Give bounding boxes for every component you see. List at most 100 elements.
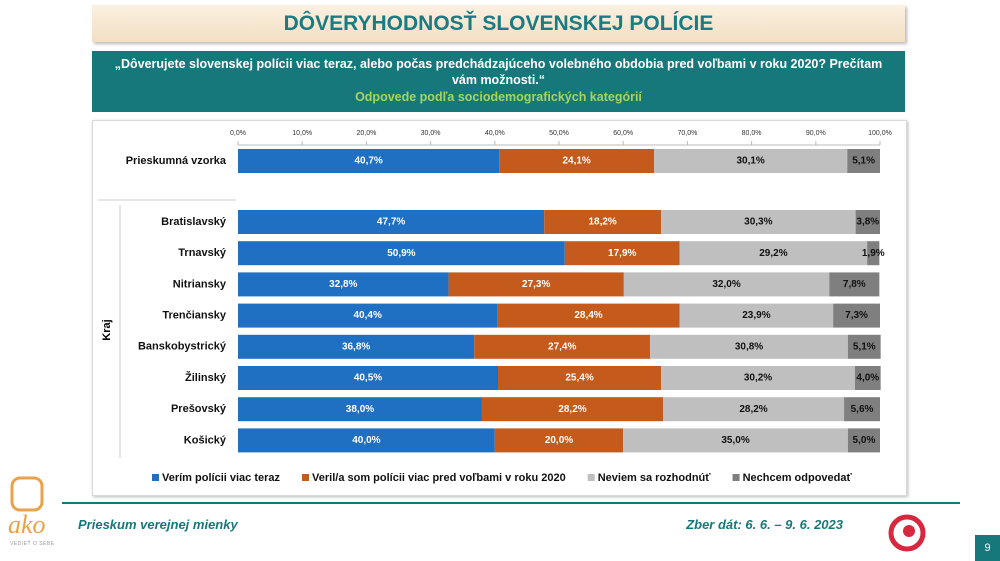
value-label: 38,0% bbox=[346, 404, 374, 415]
footer-right: Zber dát: 6. 6. – 9. 6. 2023 bbox=[686, 517, 843, 532]
value-label: 18,2% bbox=[588, 217, 616, 228]
x-tick-label: 50,0% bbox=[549, 130, 569, 137]
category-label: Trenčiansky bbox=[162, 310, 226, 322]
category-label: Trnavský bbox=[178, 247, 227, 259]
bar-segment bbox=[238, 428, 495, 453]
bar-segment bbox=[623, 272, 830, 297]
value-label: 40,7% bbox=[354, 156, 382, 167]
category-label: Košický bbox=[184, 434, 227, 446]
question-box: „Dôverujete slovenskej polícii viac tera… bbox=[92, 51, 905, 112]
value-label: 27,3% bbox=[522, 279, 550, 290]
bar-segment bbox=[847, 149, 880, 173]
value-label: 5,1% bbox=[852, 156, 875, 167]
legend-label: Verím polícii viac teraz bbox=[162, 472, 281, 484]
page-number: 9 bbox=[975, 535, 1000, 561]
bar-segment bbox=[833, 303, 880, 328]
value-label: 30,3% bbox=[744, 217, 772, 228]
value-label: 1,9% bbox=[862, 248, 885, 259]
value-label: 36,8% bbox=[342, 341, 370, 352]
bar-segment bbox=[679, 303, 834, 328]
value-label: 3,8% bbox=[856, 217, 879, 228]
legend-label: Nechcem odpovedať bbox=[743, 472, 853, 484]
bar-segment bbox=[867, 241, 880, 266]
question: „Dôverujete slovenskej polícii viac tera… bbox=[114, 57, 883, 87]
bar-segment bbox=[238, 241, 565, 266]
bar-segment bbox=[847, 428, 880, 453]
chart: 0,0% 10,0% 20,0% 30,0% 40,0% 50,0% 60,0% 70,0% 8… bbox=[98, 130, 892, 484]
partner-logo-dot bbox=[903, 525, 915, 537]
x-tick-label: 70,0% bbox=[677, 130, 697, 137]
x-tick-label: 90,0% bbox=[806, 130, 826, 137]
value-label: 30,1% bbox=[736, 156, 764, 167]
category-label: Nitriansky bbox=[173, 278, 227, 290]
logo-text: ako bbox=[8, 510, 46, 539]
value-label: 25,4% bbox=[565, 373, 593, 384]
bar-segment bbox=[679, 241, 868, 266]
bar-segment bbox=[499, 149, 655, 173]
value-label: 29,2% bbox=[759, 248, 787, 259]
value-label: 7,3% bbox=[845, 310, 868, 321]
bar-segment bbox=[498, 366, 662, 390]
legend-swatch bbox=[587, 474, 595, 481]
bar-segment bbox=[847, 334, 881, 359]
logo-icon bbox=[10, 476, 44, 512]
category-label: Banskobystrický bbox=[138, 341, 227, 353]
x-tick-label: 40,0% bbox=[485, 130, 505, 137]
partner-logo bbox=[888, 514, 926, 552]
bar-segment bbox=[564, 241, 680, 266]
bar-segment bbox=[654, 149, 848, 173]
bar-segment bbox=[544, 210, 662, 234]
bar-segment bbox=[238, 334, 475, 359]
x-tick-label: 30,0% bbox=[421, 130, 441, 137]
value-label: 17,9% bbox=[608, 248, 636, 259]
value-label: 28,2% bbox=[739, 404, 767, 415]
bar-segment bbox=[448, 272, 624, 297]
bar-segment bbox=[481, 397, 664, 422]
x-tick-label: 60,0% bbox=[613, 130, 633, 137]
bar-segment bbox=[650, 334, 848, 359]
x-tick-label: 20,0% bbox=[356, 130, 376, 137]
x-tick-label: 10,0% bbox=[292, 130, 312, 137]
value-label: 7,8% bbox=[843, 279, 866, 290]
group-label: Kraj bbox=[101, 319, 113, 340]
logo-tagline: VEDIEŤ O SEBE bbox=[10, 541, 55, 547]
category-label: Žilinský bbox=[185, 371, 227, 384]
bar-segment bbox=[474, 334, 651, 359]
bar-segment bbox=[663, 397, 845, 422]
category-label: Bratislavský bbox=[161, 216, 227, 228]
value-label: 32,0% bbox=[712, 279, 740, 290]
value-label: 40,0% bbox=[352, 435, 380, 446]
value-label: 35,0% bbox=[721, 435, 749, 446]
x-tick-label: 80,0% bbox=[742, 130, 762, 137]
bar-segment bbox=[238, 366, 499, 390]
bar-segment bbox=[494, 428, 624, 453]
value-label: 30,2% bbox=[744, 373, 772, 384]
bar-segment bbox=[238, 303, 498, 328]
value-label: 23,9% bbox=[742, 310, 770, 321]
bar-segment bbox=[497, 303, 680, 328]
bar-segment bbox=[238, 210, 545, 234]
value-label: 40,5% bbox=[354, 373, 382, 384]
value-label: 20,0% bbox=[545, 435, 573, 446]
bar-segment bbox=[661, 366, 855, 390]
value-label: 5,1% bbox=[853, 341, 876, 352]
value-label: 30,8% bbox=[735, 341, 763, 352]
bar-segment bbox=[854, 366, 881, 390]
value-label: 24,1% bbox=[562, 156, 590, 167]
legend-swatch bbox=[732, 474, 740, 481]
x-tick-label: 0,0% bbox=[230, 130, 246, 137]
legend-label: Neviem sa rozhodnúť bbox=[598, 472, 712, 484]
bar-segment bbox=[661, 210, 856, 234]
slide-title: DÔVERYHODNOSŤ SLOVENSKEJ POLÍCIE bbox=[92, 5, 905, 42]
legend-label: Veril/a som polícii viac pred voľbami v … bbox=[312, 472, 566, 484]
legend-swatch bbox=[152, 474, 159, 481]
value-label: 4,0% bbox=[856, 373, 879, 384]
value-label: 28,4% bbox=[574, 310, 602, 321]
value-label: 47,7% bbox=[377, 217, 405, 228]
bar-segment bbox=[238, 149, 500, 173]
value-label: 40,4% bbox=[354, 310, 382, 321]
bar-segment bbox=[623, 428, 848, 453]
bar-segment bbox=[855, 210, 880, 234]
